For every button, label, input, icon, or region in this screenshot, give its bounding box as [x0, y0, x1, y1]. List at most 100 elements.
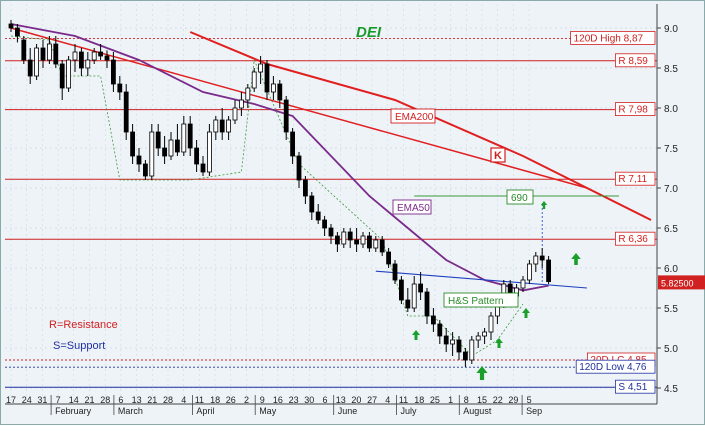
x-tick-label: 21	[84, 395, 94, 405]
candle-body	[21, 39, 27, 61]
candle-body	[187, 123, 193, 149]
candle-body	[520, 279, 526, 289]
x-tick-label: 28	[100, 395, 110, 405]
x-tick-label: 2	[244, 395, 249, 405]
candle-body	[8, 23, 14, 29]
level-label: R 8,59	[618, 56, 648, 67]
candle-body	[251, 71, 257, 89]
candle-body	[366, 235, 372, 249]
candle-body	[456, 339, 462, 353]
candle-body	[430, 315, 436, 325]
x-tick-label: 11	[399, 395, 408, 405]
level-label-box	[615, 102, 656, 116]
x-tick-label: 22	[493, 395, 503, 405]
candle-body	[475, 335, 481, 341]
x-month-label: February	[55, 406, 92, 416]
candle-body	[66, 59, 71, 89]
candle-body	[347, 231, 353, 241]
candle-body	[245, 87, 251, 101]
y-tick-label: 6.0	[664, 264, 678, 275]
x-tick-label: 28	[163, 395, 173, 405]
neckline	[375, 270, 588, 289]
candle-body	[322, 219, 328, 229]
x-tick-label: 13	[336, 395, 346, 405]
y-tick-label: 7.5	[664, 144, 678, 155]
x-tick-label: 18	[414, 395, 424, 405]
candle-body	[117, 83, 123, 93]
x-tick-label: 14	[69, 395, 79, 405]
level-label: S 4,51	[618, 382, 647, 393]
level-label-box	[570, 30, 656, 45]
candle-body	[53, 43, 59, 65]
level-label-box	[615, 53, 656, 68]
x-tick-label: 25	[430, 395, 440, 405]
candle-body	[302, 179, 308, 197]
candle-body	[72, 51, 78, 61]
candle-body	[258, 63, 264, 73]
x-month-label: August	[463, 406, 492, 416]
x-month-label: March	[118, 406, 143, 416]
target-label: 690	[511, 193, 528, 204]
chart-title: DEI	[356, 24, 382, 41]
level-label: 120D High 8,87	[574, 33, 644, 44]
candle-body	[168, 139, 174, 157]
candle-body	[136, 155, 142, 165]
candle-body	[443, 335, 449, 345]
candle-body	[392, 263, 398, 281]
candle-body	[290, 131, 296, 157]
x-tick-label: 8	[464, 395, 469, 405]
x-month-label: April	[196, 406, 214, 416]
x-tick-label: 21	[147, 395, 157, 405]
ema200-line	[189, 31, 652, 221]
y-tick-label: 4.5	[664, 384, 678, 395]
y-tick-label: 8.5	[664, 64, 678, 75]
y-tick-label: 7.0	[664, 184, 678, 195]
candle-body	[123, 91, 129, 133]
candle-body	[360, 235, 366, 245]
candle-body	[354, 239, 360, 245]
level-label-box	[615, 171, 656, 186]
x-tick-label: 4	[385, 395, 390, 405]
candle-body	[418, 283, 424, 293]
x-tick-label: 29	[508, 395, 518, 405]
k-marker-box	[490, 147, 506, 163]
candle-body	[277, 83, 283, 101]
x-tick-label: 11	[195, 395, 204, 405]
up-arrow-icon	[476, 366, 488, 380]
candle-body	[424, 291, 430, 317]
candle-body	[130, 131, 136, 157]
x-tick-label: 23	[289, 395, 299, 405]
up-arrow-icon	[495, 338, 503, 348]
candle-body	[309, 195, 315, 213]
candle-body	[539, 255, 545, 261]
up-arrow-icon	[412, 330, 420, 340]
last-price-label: 5.82500	[661, 278, 694, 288]
up-arrow-icon	[540, 201, 548, 209]
candle-body	[264, 63, 270, 93]
candle-body	[111, 59, 116, 85]
y-tick-label: 5.0	[664, 344, 678, 355]
candle-body	[398, 279, 404, 301]
y-tick-label: 5.5	[664, 304, 678, 315]
level-label-box	[615, 379, 656, 394]
level-label: 120D Low 4,76	[579, 362, 647, 373]
candle-body	[238, 99, 244, 109]
support-legend: S=Support	[53, 340, 105, 352]
x-tick-label: 9	[260, 395, 265, 405]
x-tick-label: 13	[132, 395, 142, 405]
candle-body	[226, 119, 232, 133]
x-tick-label: 26	[226, 395, 236, 405]
x-tick-label: 7	[56, 395, 61, 405]
x-tick-label: 27	[367, 395, 377, 405]
x-month-label: July	[401, 406, 418, 416]
target-label-box	[506, 189, 534, 205]
candle-body	[386, 251, 392, 265]
candle-body	[162, 147, 168, 157]
x-month-label: Sep	[526, 406, 542, 416]
x-tick-label: 18	[210, 395, 220, 405]
y-tick-label: 8.0	[664, 104, 678, 115]
x-month-label: May	[259, 406, 277, 416]
candle-body	[546, 259, 551, 283]
candle-body	[283, 99, 289, 133]
